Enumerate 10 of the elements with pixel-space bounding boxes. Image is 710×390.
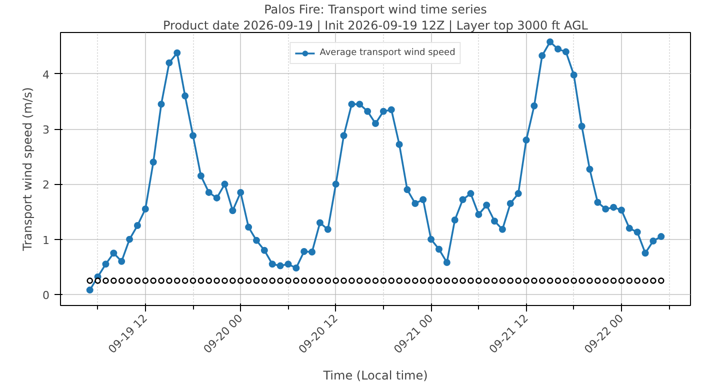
y-tick-label: 4 xyxy=(42,68,50,82)
x-axis-title: Time (Local time) xyxy=(322,368,428,383)
legend-label: Average transport wind speed xyxy=(320,48,456,58)
y-tick-label: 1 xyxy=(42,234,50,247)
chart-subtitle: Product date 2026-09-19 | Init 2026-09-19 12Z | Layer top 3000 ft AGL xyxy=(163,18,588,32)
y-tick-label: 2 xyxy=(42,178,50,192)
chart-title: Palos Fire: Transport wind time series xyxy=(264,2,487,16)
y-axis-title: Transport wind speed (m/s) xyxy=(20,87,34,252)
y-tick-label: 3 xyxy=(42,124,50,137)
y-tick-label: 0 xyxy=(42,288,50,302)
